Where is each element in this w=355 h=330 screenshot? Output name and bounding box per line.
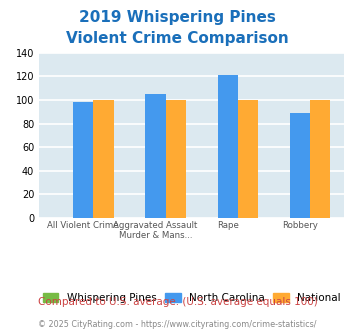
Bar — [310, 100, 331, 218]
Legend: Whispering Pines, North Carolina, National: Whispering Pines, North Carolina, Nation… — [39, 289, 345, 308]
Bar — [73, 102, 93, 218]
Text: Compared to U.S. average. (U.S. average equals 100): Compared to U.S. average. (U.S. average … — [38, 297, 317, 307]
Bar — [238, 100, 258, 218]
Bar — [146, 94, 166, 218]
Text: Violent Crime Comparison: Violent Crime Comparison — [66, 31, 289, 46]
Bar — [290, 113, 310, 218]
Bar — [93, 100, 114, 218]
Text: 2019 Whispering Pines: 2019 Whispering Pines — [79, 10, 276, 25]
Text: © 2025 CityRating.com - https://www.cityrating.com/crime-statistics/: © 2025 CityRating.com - https://www.city… — [38, 320, 317, 329]
Bar — [218, 75, 238, 218]
Bar — [166, 100, 186, 218]
